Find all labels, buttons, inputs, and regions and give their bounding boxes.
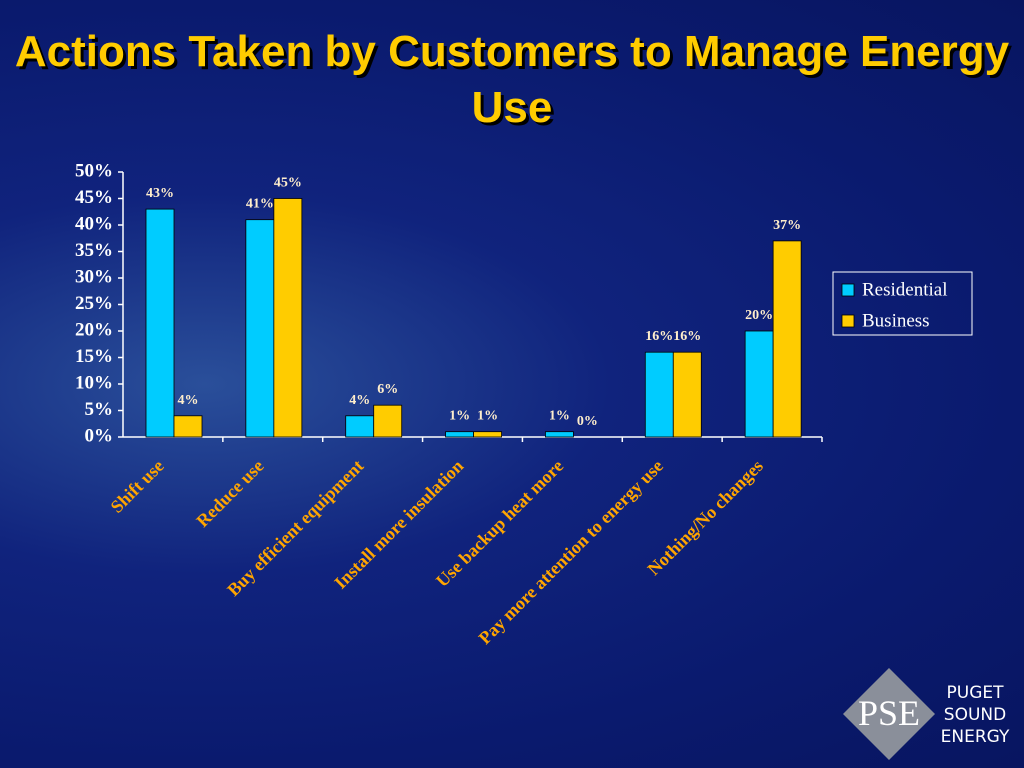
legend-box [832,271,973,336]
value-label: 4% [349,393,370,408]
logo: PSE PUGET SOUND ENERGY [843,668,1010,760]
bar [545,431,574,438]
legend-label: Business [862,310,930,331]
bar [445,431,474,438]
value-label: 45% [274,176,302,191]
y-tick-label: 40% [75,213,113,234]
value-label: 6% [377,382,398,397]
legend-swatch [841,314,855,328]
bar [273,198,303,438]
x-tick-label: Reduce use [192,456,267,531]
y-tick-label: 5% [85,399,114,420]
y-tick-label: 45% [75,187,113,208]
x-tick-label: Pay more attention to energy use [475,456,667,648]
y-tick-label: 0% [85,425,114,446]
x-tick-label: Shift use [107,456,168,517]
y-tick-label: 50% [75,160,113,181]
bar [345,415,375,438]
bar [772,240,802,438]
chart-title: Actions Taken by Customers to Manage Ene… [14,27,1010,132]
value-label: 1% [477,409,498,424]
legend-swatch [841,283,855,297]
y-tick-label: 30% [75,266,113,287]
title-box: Actions Taken by Customers to Manage Ene… [0,24,1024,136]
value-label: 16% [645,329,673,344]
value-label: 1% [549,409,570,424]
y-tick-label: 15% [75,346,113,367]
value-label: 41% [246,197,274,212]
bar [145,208,175,438]
value-label: 1% [449,409,470,424]
y-tick-label: 25% [75,293,113,314]
logo-line: PUGET [947,683,1005,703]
value-label: 43% [146,186,174,201]
y-tick-label: 10% [75,372,113,393]
value-label: 0% [577,414,598,429]
logo-diamond [843,668,935,760]
bar [644,351,674,438]
value-label: 20% [745,308,773,323]
value-label: 4% [178,393,199,408]
logo-line: ENERGY [941,727,1010,747]
y-tick-label: 35% [75,240,113,261]
bar [473,431,502,438]
logo-line: SOUND [944,705,1006,725]
bar [245,219,275,438]
legend-label: Residential [862,279,947,300]
y-tick-label: 20% [75,319,113,340]
value-label: 37% [773,218,801,233]
bar [173,415,203,438]
bar [744,330,774,438]
value-label: 16% [673,329,701,344]
logo-mark: PSE [858,693,920,733]
bar [373,404,403,438]
bar [672,351,702,438]
